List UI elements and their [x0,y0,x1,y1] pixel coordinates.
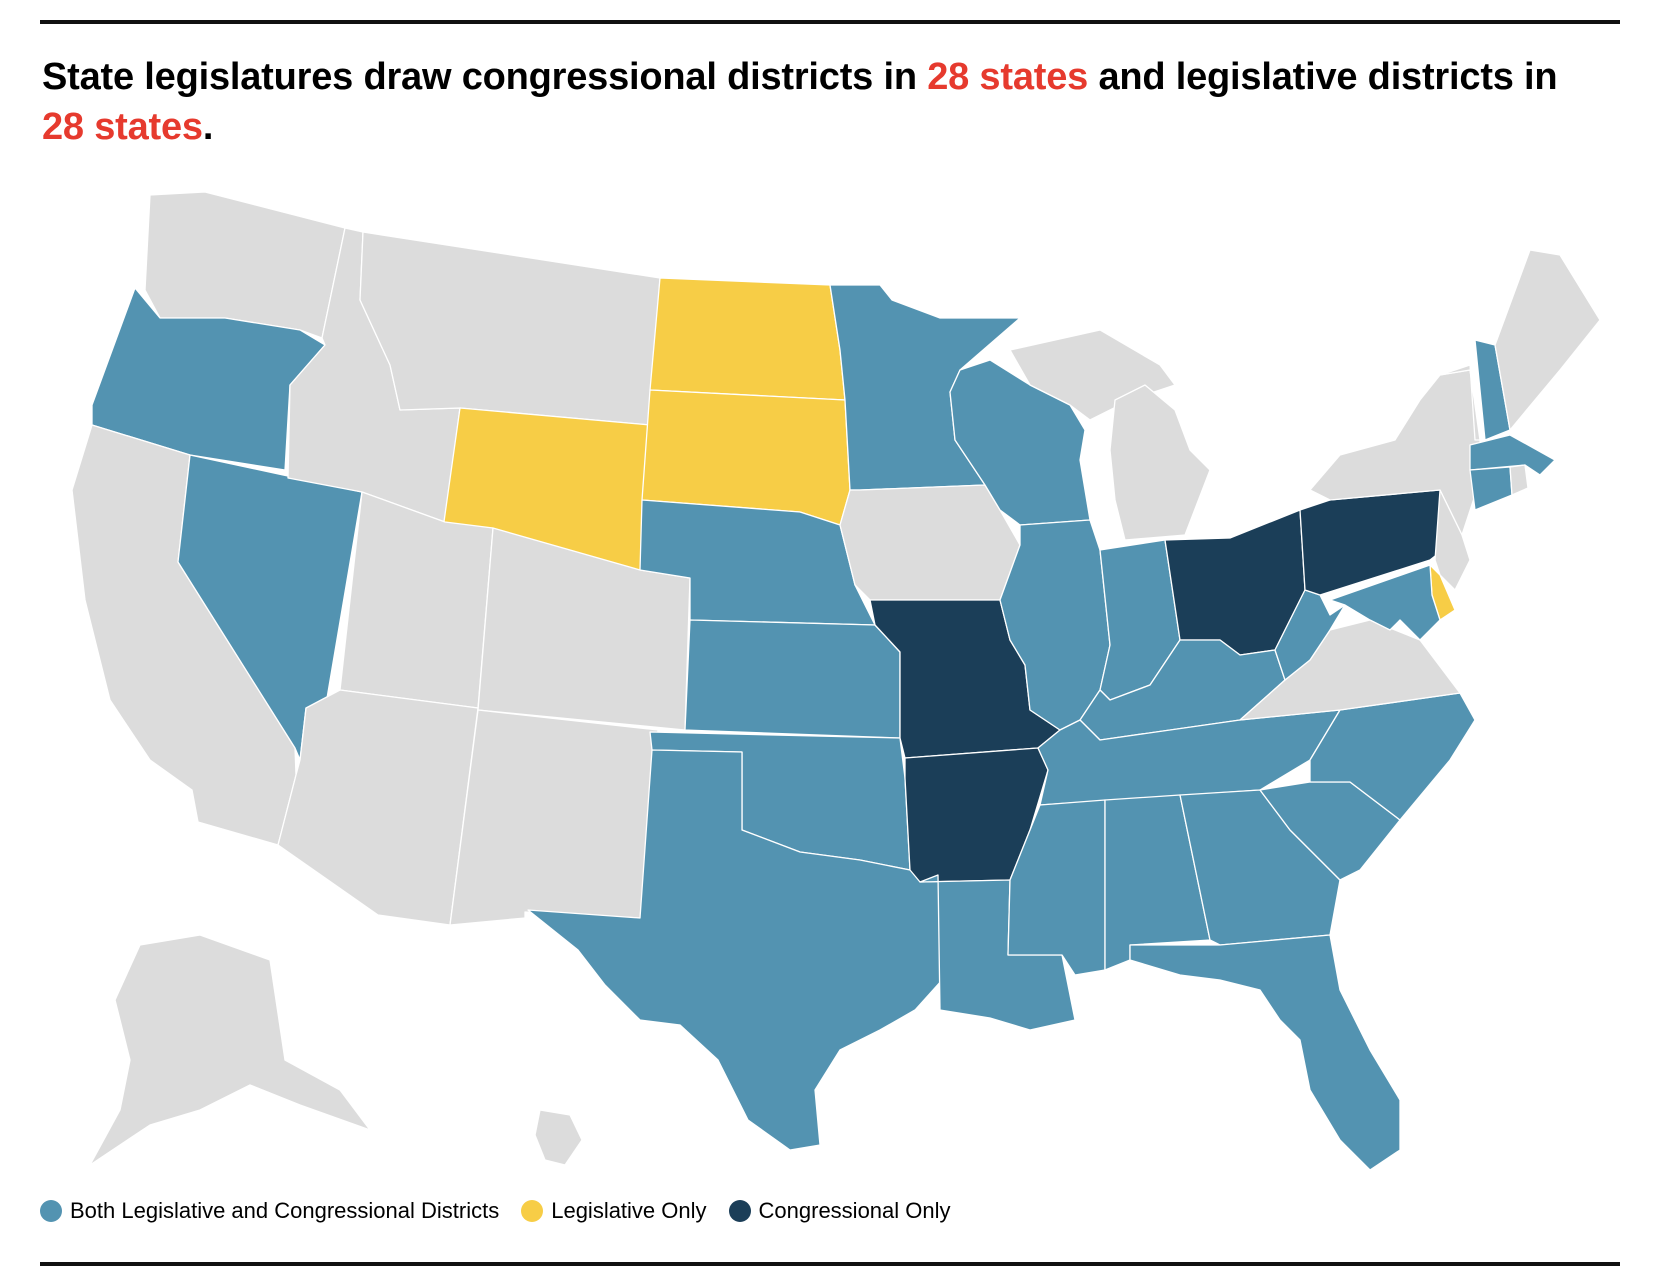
state-nd[interactable] [649,277,846,401]
legend-swatch-legislative-only [521,1200,544,1222]
legend-swatch-both [40,1200,62,1222]
state-tx[interactable] [527,749,943,1151]
state-mi-lower[interactable] [1109,384,1211,541]
chart-title: State legislatures draw congressional di… [42,52,1602,152]
state-ri[interactable] [1509,464,1529,496]
state-ct[interactable] [1469,466,1513,511]
state-md[interactable] [1329,564,1441,641]
title-part-1: State legislatures draw congressional di… [42,56,917,98]
state-nm[interactable] [449,709,659,926]
state-me[interactable] [1494,249,1601,431]
state-wa[interactable] [144,191,346,339]
state-hi[interactable] [534,1109,583,1166]
title-highlight-legislative-count: 28 states [42,106,203,148]
title-highlight-congressional-count: 28 states [927,56,1089,98]
bottom-rule [40,1262,1620,1266]
state-nj[interactable] [1434,489,1471,591]
legend-item-legislative-only: Legislative Only [521,1198,707,1224]
top-rule [40,20,1620,24]
legend-item-congressional-only: Congressional Only [728,1198,951,1224]
state-fl[interactable] [1129,934,1401,1171]
state-ia[interactable] [839,484,1021,601]
legend-item-both: Both Legislative and Congressional Distr… [40,1198,499,1224]
state-ks[interactable] [684,619,901,739]
legend-swatch-congressional-only [728,1200,751,1222]
state-co[interactable] [477,527,691,731]
state-ak[interactable] [89,934,371,1166]
title-part-2: and legislative districts in [1098,56,1558,98]
legend-label-legislative-only: Legislative Only [551,1198,707,1223]
state-mt[interactable] [359,231,661,426]
state-az[interactable] [277,689,479,926]
legend: Both Legislative and Congressional Distr… [40,1196,973,1226]
title-period: . [202,106,214,148]
legend-label-congressional-only: Congressional Only [758,1198,951,1223]
state-vt[interactable] [1439,364,1481,441]
legend-label-both: Both Legislative and Congressional Distr… [70,1198,500,1223]
